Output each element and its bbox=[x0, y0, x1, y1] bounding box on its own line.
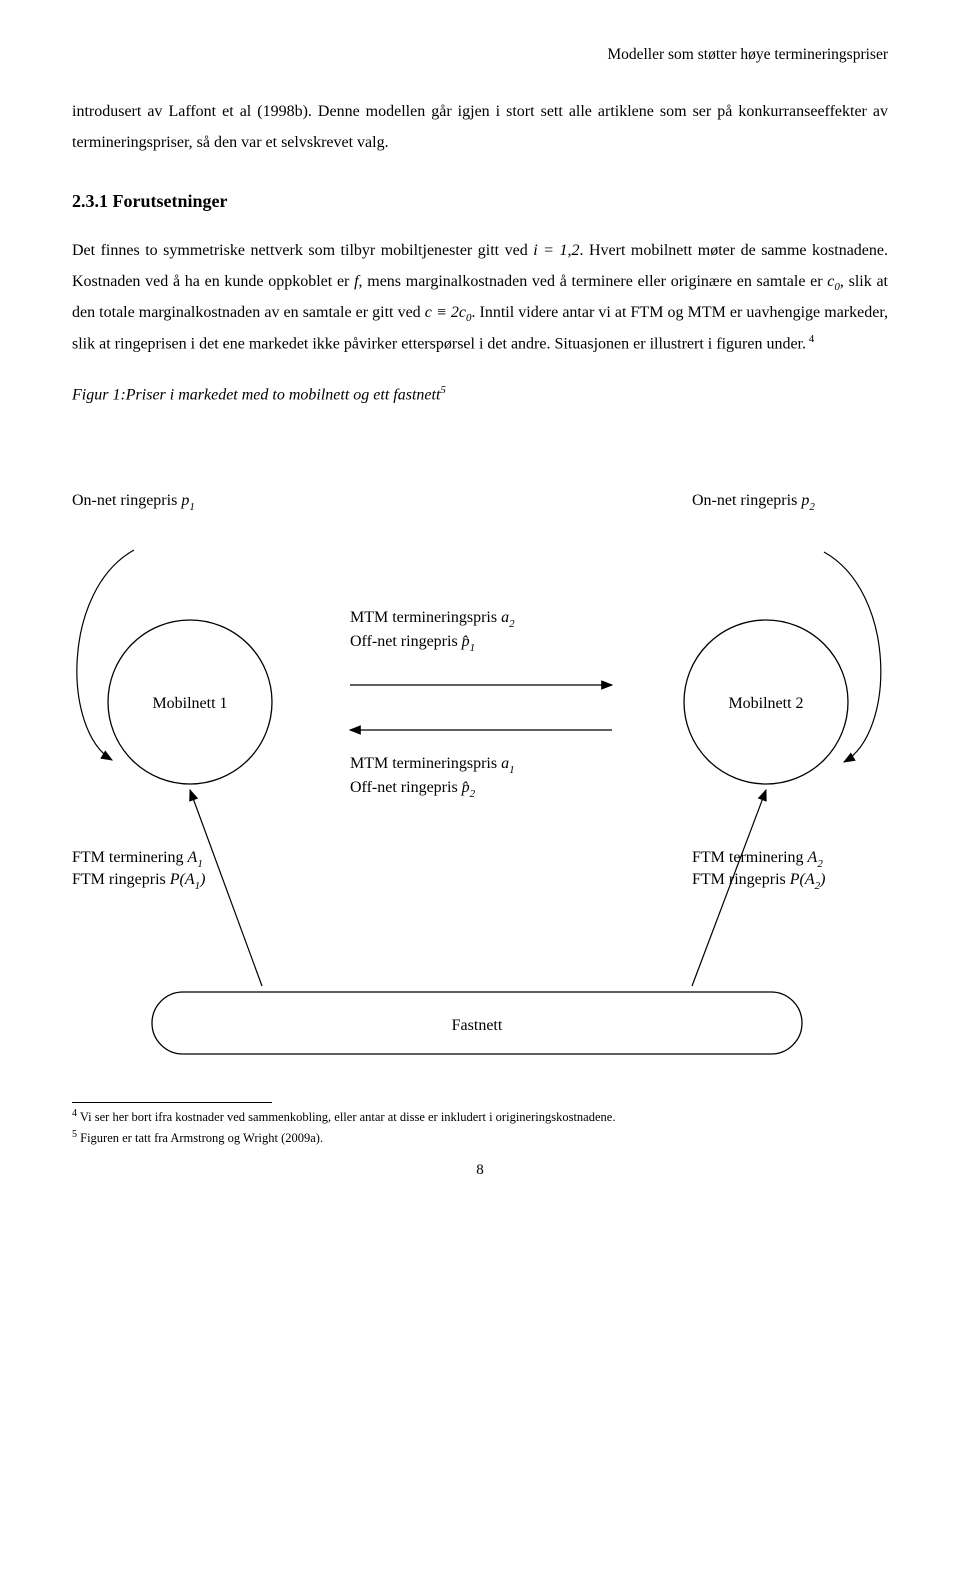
arrow-fastnett-to-m2 bbox=[692, 790, 766, 986]
running-header: Modeller som støtter høye termineringspr… bbox=[72, 40, 888, 69]
mobilnett-2-label: Mobilnett 2 bbox=[728, 695, 803, 712]
ftm-left-line1: FTM terminering A1 bbox=[72, 849, 203, 870]
mtm-bot-line1: MTM termineringspris a1 bbox=[350, 755, 515, 776]
mobilnett-1-label: Mobilnett 1 bbox=[152, 695, 227, 712]
page-number: 8 bbox=[72, 1156, 888, 1185]
figure-caption-text: Figur 1:Priser i markedet med to mobilne… bbox=[72, 386, 440, 403]
onnet-left-label: On-net ringepris p1 bbox=[72, 492, 195, 513]
mtm-top-line2: Off-net ringepris p̂1 bbox=[350, 633, 475, 654]
mtm-top-line1: MTM termineringspris a2 bbox=[350, 609, 515, 630]
section-heading: 2.3.1 Forutsetninger bbox=[72, 184, 888, 218]
figure-caption: Figur 1:Priser i markedet med to mobilne… bbox=[72, 380, 888, 411]
paragraph-2: Det finnes to symmetriske nettverk som t… bbox=[72, 236, 888, 359]
eq-c0: c0 bbox=[827, 273, 840, 290]
mtm-bot-line2: Off-net ringepris p̂2 bbox=[350, 779, 476, 800]
footnote-ref-4: 4 bbox=[806, 333, 814, 345]
footnote-ref-5: 5 bbox=[440, 384, 446, 396]
footnote-rule bbox=[72, 1102, 272, 1103]
arrow-fastnett-to-m1 bbox=[190, 790, 262, 986]
onnet-right-label: On-net ringepris p2 bbox=[692, 492, 815, 513]
ftm-right-line2: FTM ringepris P(A2) bbox=[692, 871, 825, 892]
ftm-left-line2: FTM ringepris P(A1) bbox=[72, 871, 205, 892]
footnote-5: 5 Figuren er tatt fra Armstrong og Wrigh… bbox=[72, 1128, 888, 1146]
ftm-right-line1: FTM terminering A2 bbox=[692, 849, 823, 870]
paragraph-1: introdusert av Laffont et al (1998b). De… bbox=[72, 97, 888, 158]
eq-i12: i = 1,2 bbox=[533, 242, 579, 259]
para2c: , mens marginalkostnaden ved å terminere… bbox=[359, 273, 828, 290]
eq-c2c0: c ≡ 2c0 bbox=[425, 304, 472, 321]
fastnett-label: Fastnett bbox=[452, 1017, 503, 1034]
para2a: Det finnes to symmetriske nettverk som t… bbox=[72, 242, 533, 259]
figure-1-diagram: On-net ringepris p1 On-net ringepris p2 … bbox=[72, 430, 888, 1070]
footnote-4: 4 Vi ser her bort ifra kostnader ved sam… bbox=[72, 1107, 888, 1125]
